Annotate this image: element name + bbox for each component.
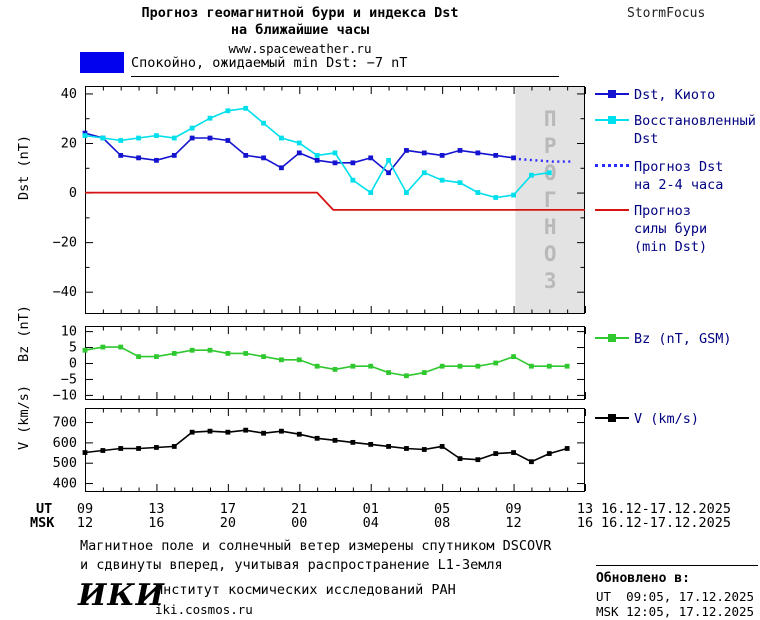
x-tick-label: 12 bbox=[505, 515, 522, 531]
institute-site-link[interactable]: iki.cosmos.ru bbox=[155, 602, 253, 617]
msk-axis-name: MSK bbox=[30, 515, 55, 531]
x-tick-label: 00 bbox=[291, 515, 308, 531]
x-tick-label: 13 bbox=[148, 501, 165, 517]
svg-text:0: 0 bbox=[69, 356, 77, 372]
updated-msk: MSK 12:05, 17.12.2025 bbox=[596, 604, 755, 619]
restored-dst-marker-icon bbox=[595, 113, 629, 127]
svg-text:−40: −40 bbox=[53, 284, 77, 300]
legend-restored-dst-label: Восстановленный Dst bbox=[634, 113, 756, 147]
legend-forecast-dst: Прогноз Dst на 2-4 часа bbox=[595, 158, 723, 194]
x-tick-label: 01 bbox=[362, 501, 379, 517]
institute-name: Институт космических исследований РАН bbox=[155, 582, 456, 598]
note-line1: Магнитное поле и солнечный ветер измерен… bbox=[80, 538, 552, 554]
ut-axis-row: UT 09 13 17 21 01 05 09 13 16.12-17.12.2025 bbox=[0, 501, 760, 517]
x-tick-label: 09 bbox=[76, 501, 94, 517]
svg-text:10: 10 bbox=[61, 324, 77, 340]
svg-text:40: 40 bbox=[61, 86, 77, 102]
x-tick-label: 08 bbox=[434, 515, 451, 531]
legend-v-label: V (km/s) bbox=[634, 411, 700, 427]
site-link[interactable]: www.spaceweather.ru bbox=[228, 41, 372, 56]
status-text: Спокойно, ожидаемый min Dst: −7 nT bbox=[131, 52, 559, 77]
x-tick-label: 12 bbox=[76, 515, 94, 531]
legend-restored-dst: Восстановленный Dst bbox=[595, 112, 756, 148]
legend-dst-kyoto: Dst, Киото bbox=[595, 86, 715, 104]
brand-label: StormFocus bbox=[627, 6, 706, 21]
status-legend: Спокойно, ожидаемый min Dst: −7 nT bbox=[80, 52, 559, 77]
svg-text:600: 600 bbox=[53, 435, 77, 451]
svg-text:−10: −10 bbox=[53, 387, 77, 403]
institute-block: Институт космических исследований РАН ik… bbox=[155, 582, 456, 617]
note-line2: и сдвинуты вперед, учитывая распростране… bbox=[80, 557, 503, 573]
svg-text:5: 5 bbox=[69, 340, 77, 356]
x-tick-label: 21 bbox=[291, 501, 308, 517]
title-block: Прогноз геомагнитной бури и индекса Dst … bbox=[75, 5, 525, 56]
msk-axis-row: MSK 12 16 20 00 04 08 12 16 16.12-17.12.2025 bbox=[0, 515, 760, 531]
x-tick-label: 16 bbox=[148, 515, 165, 531]
svg-text:−5: −5 bbox=[61, 371, 77, 387]
forecast-dst-marker-icon bbox=[595, 159, 629, 173]
x-tick-label: 13 bbox=[576, 501, 594, 517]
svg-text:0: 0 bbox=[69, 185, 77, 201]
svg-text:500: 500 bbox=[53, 455, 77, 471]
legend-dst-kyoto-label: Dst, Киото bbox=[634, 87, 716, 103]
svg-text:400: 400 bbox=[53, 476, 77, 492]
legend-storm-strength: Прогноз силы бури (min Dst) bbox=[595, 202, 707, 256]
quiet-level-swatch bbox=[80, 52, 124, 73]
updated-ut: UT 09:05, 17.12.2025 bbox=[596, 589, 755, 604]
legend-bz-label: Bz (nT, GSM) bbox=[634, 331, 732, 347]
x-tick-label: 16 bbox=[576, 515, 594, 531]
msk-date-range: 16.12-17.12.2025 bbox=[601, 515, 732, 531]
svg-text:−20: −20 bbox=[53, 235, 77, 251]
svg-text:ПРОГНОЗ: ПРОГНОЗ bbox=[544, 107, 557, 293]
x-tick-label: 09 bbox=[505, 501, 522, 517]
legend-forecast-dst-label: Прогноз Dst на 2-4 часа bbox=[634, 159, 724, 193]
svg-text:700: 700 bbox=[53, 415, 77, 431]
legend-storm-strength-label: Прогноз силы бури (min Dst) bbox=[634, 203, 708, 255]
x-tick-label: 20 bbox=[219, 515, 236, 531]
updated-block: Обновлено в: UT 09:05, 17.12.2025 MSK 12… bbox=[596, 565, 758, 619]
iki-logo: ИКИ bbox=[78, 578, 165, 613]
dst-chart: ПРОГНОЗ −40 −20 0 20 40 bbox=[53, 86, 586, 314]
page-title: Прогноз геомагнитной бури и индекса Dst bbox=[141, 5, 459, 21]
x-tick-label: 04 bbox=[362, 515, 379, 531]
legend-v: V (km/s) bbox=[595, 410, 699, 428]
svg-text:20: 20 bbox=[61, 136, 77, 152]
dst-kyoto-marker-icon bbox=[595, 87, 629, 101]
updated-label: Обновлено в: bbox=[596, 571, 690, 586]
x-tick-label: 05 bbox=[434, 501, 451, 517]
bz-marker-icon bbox=[595, 331, 629, 345]
ut-axis-name: UT bbox=[36, 501, 53, 517]
x-tick-label: 17 bbox=[219, 501, 236, 517]
legend-bz: Bz (nT, GSM) bbox=[595, 330, 732, 348]
data-source-note: Магнитное поле и солнечный ветер измерен… bbox=[80, 537, 551, 575]
page-title-line2: на ближайшие часы bbox=[230, 22, 370, 38]
storm-strength-marker-icon bbox=[595, 203, 629, 217]
ut-date-range: 16.12-17.12.2025 bbox=[601, 501, 732, 517]
v-chart: 400 500 600 700 bbox=[53, 408, 586, 492]
v-marker-icon bbox=[595, 411, 629, 425]
